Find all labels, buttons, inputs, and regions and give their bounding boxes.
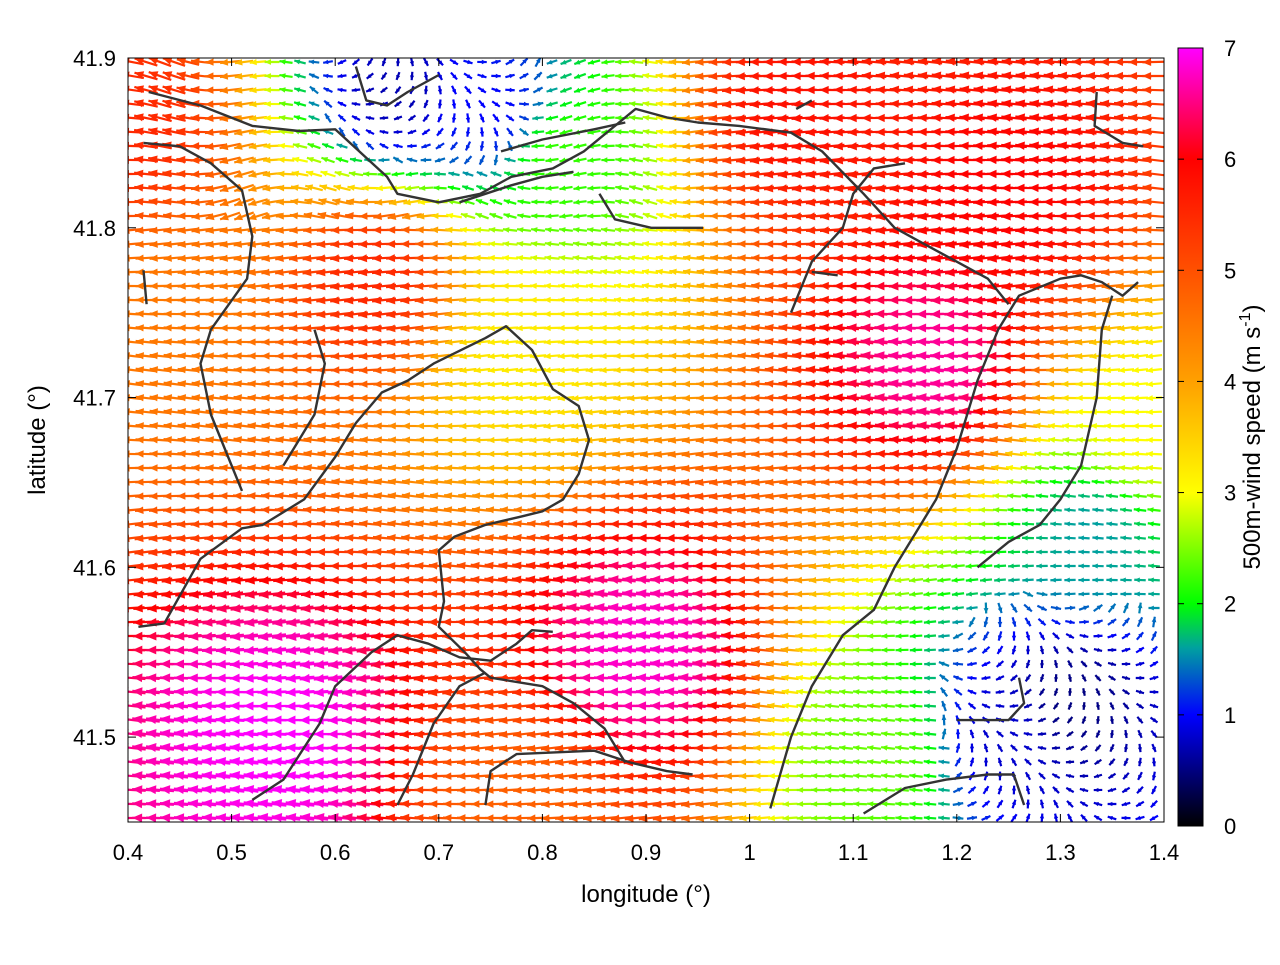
colorbar-tick-label: 4 xyxy=(1224,369,1236,394)
colorbar-title-main: 500m-wind speed (m s xyxy=(1239,327,1266,570)
x-tick-label: 0.5 xyxy=(216,840,247,865)
colorbar-tick-label: 3 xyxy=(1224,481,1236,506)
y-axis-title: latitude (°) xyxy=(24,385,51,495)
x-tick-label: 1.3 xyxy=(1045,840,1076,865)
plot-area xyxy=(118,57,1165,822)
x-tick-label: 0.4 xyxy=(113,840,144,865)
x-tick-label: 1.1 xyxy=(838,840,869,865)
colorbar-tick-label: 5 xyxy=(1224,258,1236,283)
x-tick-label: 0.7 xyxy=(424,840,455,865)
colorbar-gradient xyxy=(1178,48,1203,826)
colorbar: 0 1 2 3 4 5 6 7 500m-wind speed (m s-1) xyxy=(1178,36,1266,839)
colorbar-title: 500m-wind speed (m s-1) xyxy=(1237,305,1266,570)
colorbar-tick-label: 2 xyxy=(1224,592,1236,617)
colorbar-tick-label: 1 xyxy=(1224,703,1236,728)
x-tick-label: 0.8 xyxy=(527,840,558,865)
x-tick-label: 1.2 xyxy=(942,840,973,865)
x-tick-label: 0.9 xyxy=(631,840,662,865)
colorbar-tick-label: 0 xyxy=(1224,814,1236,839)
x-tick-label: 0.6 xyxy=(320,840,351,865)
y-tick-label: 41.5 xyxy=(73,725,116,750)
x-tick-label: 1 xyxy=(743,840,755,865)
y-tick-label: 41.9 xyxy=(73,46,116,71)
y-tick-label: 41.7 xyxy=(73,386,116,411)
colorbar-title-sup: -1 xyxy=(1237,312,1254,326)
x-axis-title: longitude (°) xyxy=(581,881,711,908)
colorbar-tick-label: 7 xyxy=(1224,36,1236,61)
x-tick-label: 1.4 xyxy=(1149,840,1180,865)
colorbar-title-close: ) xyxy=(1239,305,1266,313)
colorbar-tick-label: 6 xyxy=(1224,147,1236,172)
y-tick-label: 41.8 xyxy=(73,216,116,241)
y-tick-label: 41.6 xyxy=(73,555,116,580)
